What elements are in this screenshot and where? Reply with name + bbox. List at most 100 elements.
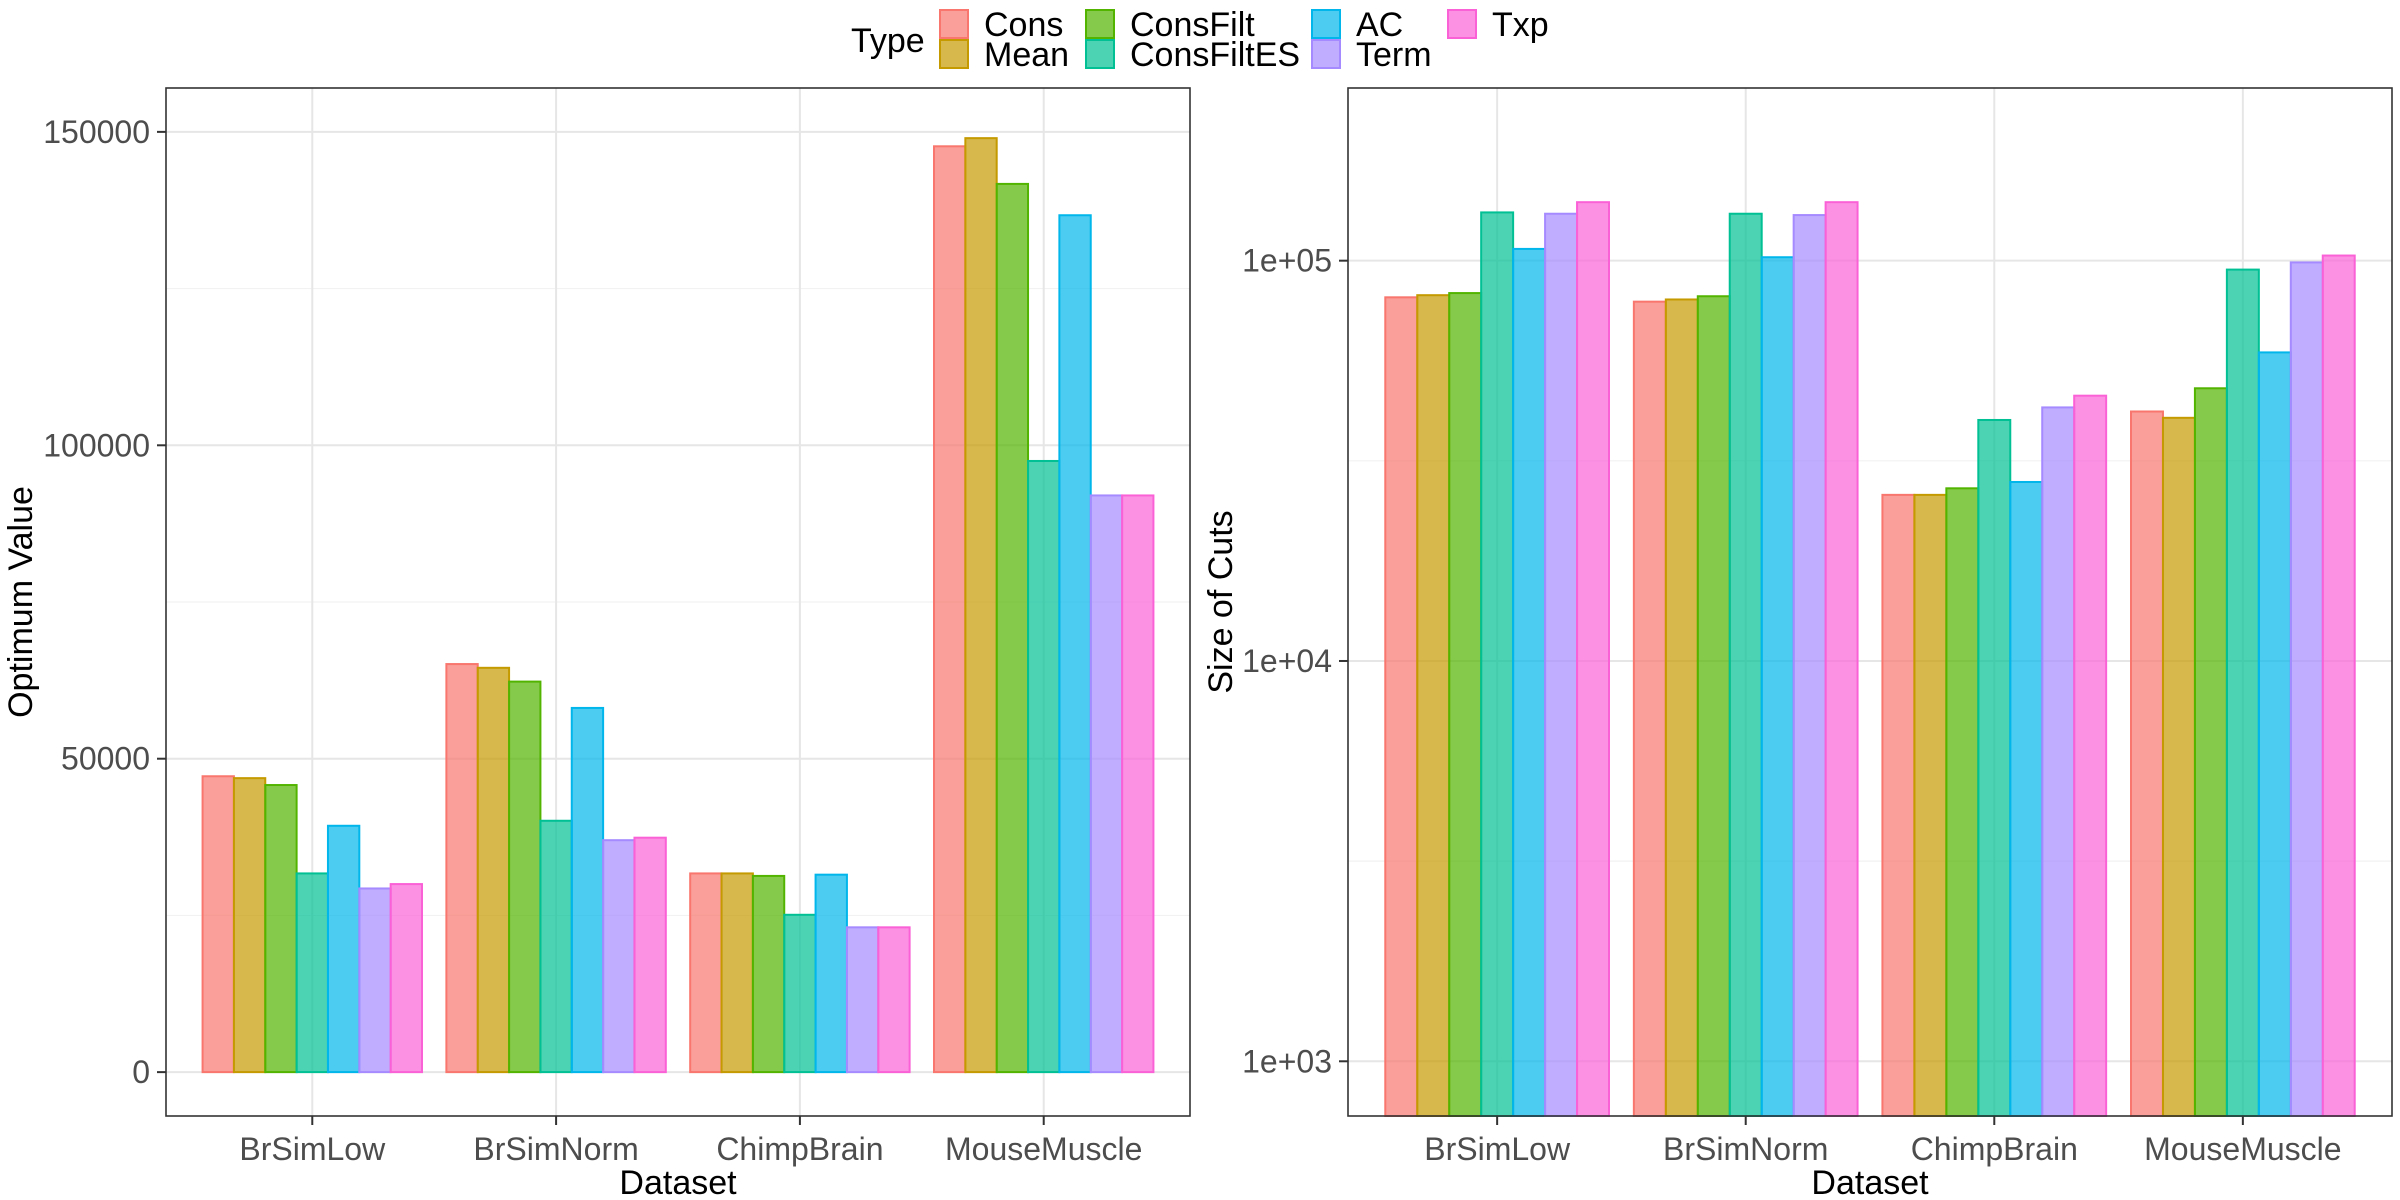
p1-bar-chimpbrain-consfilt	[751, 874, 786, 1074]
p1-y-tick-label: 150000	[43, 114, 150, 150]
legend-item-term: Term	[1311, 36, 1432, 74]
p2-bar-brsimlow-ac	[1512, 247, 1547, 1117]
p1-bar-brsimnorm-consfiltes	[539, 819, 573, 1074]
legend-key-mean	[939, 39, 969, 69]
p2-y-axis-title: Size of Cuts	[1202, 510, 1240, 693]
legend-item-consfiltes: ConsFiltES	[1085, 36, 1300, 74]
p1-bar-mousemuscle-term	[1089, 494, 1124, 1074]
p2-bar-mousemuscle-consfiltes	[2225, 268, 2260, 1117]
p1-bar-brsimnorm-mean	[476, 666, 511, 1074]
p2-panel-border	[1347, 87, 2393, 1117]
legend-key-cons	[939, 9, 969, 39]
p2-bar-brsimnorm-mean	[1664, 298, 1699, 1117]
p2-bar-chimpbrain-ac	[2009, 480, 2044, 1118]
p1-y-tick-label: 100000	[43, 427, 150, 463]
p2-bar-brsimlow-cons	[1384, 296, 1419, 1118]
size-of-cuts-chart: 1e+03 1e+04 1e+05 BrSimLow BrSimNorm ChimpBra…	[1202, 87, 2393, 1200]
legend-item-txp: Txp	[1447, 6, 1549, 44]
legend-key-consfiltes	[1085, 39, 1115, 69]
p2-bar-mousemuscle-ac	[2257, 351, 2292, 1117]
p1-x-tick-label-brsimnorm: BrSimNorm	[473, 1131, 638, 1167]
p2-bar-brsimlow-mean	[1416, 294, 1451, 1117]
p2-bar-brsimlow-txp	[1576, 201, 1610, 1117]
p1-bar-brsimlow-txp	[389, 883, 424, 1074]
legend-key-ac	[1311, 9, 1341, 39]
p2-bar-brsimlow-consfilt	[1448, 292, 1483, 1117]
p2-bars	[1384, 201, 2356, 1118]
p1-y-tick-label: 0	[132, 1054, 150, 1090]
p2-bar-brsimlow-term	[1544, 212, 1579, 1117]
p2-y-tick-label: 1e+03	[1242, 1043, 1332, 1079]
p1-bar-brsimnorm-cons	[445, 663, 479, 1074]
p1-panel-border	[165, 87, 1191, 1117]
p1-bar-brsimlow-consfiltes	[295, 872, 329, 1074]
p2-bar-mousemuscle-term	[2289, 261, 2324, 1117]
optimum-value-chart: 0 50000 100000 150000 BrSimLow BrSimNorm Chimp…	[2, 87, 1191, 1200]
p1-x-axis: BrSimLow BrSimNorm ChimpBrain MouseMuscle	[239, 1116, 1142, 1167]
p2-bar-chimpbrain-consfilt	[1945, 487, 1980, 1117]
p2-bar-brsimnorm-txp	[1824, 201, 1859, 1117]
p1-bar-brsimnorm-txp	[633, 836, 667, 1074]
p2-x-axis-title: Dataset	[1811, 1164, 1929, 1200]
legend-label-consfilt: ConsFilt	[1130, 6, 1255, 44]
p2-x-tick-label-brsimlow: BrSimLow	[1424, 1131, 1571, 1167]
p1-bar-mousemuscle-mean	[964, 137, 998, 1074]
p1-bars	[201, 137, 1155, 1074]
p2-x-axis: BrSimLow BrSimNorm ChimpBrain MouseMuscle	[1424, 1116, 2342, 1167]
p2-bar-chimpbrain-cons	[1881, 493, 1916, 1117]
p1-y-tick-label: 50000	[61, 741, 150, 777]
p1-bar-mousemuscle-txp	[1121, 494, 1155, 1074]
legend-label-mean: Mean	[984, 36, 1069, 74]
p1-bar-chimpbrain-txp	[877, 926, 911, 1074]
p1-x-tick-label-mousemuscle: MouseMuscle	[945, 1131, 1142, 1167]
p1-bar-brsimlow-consfilt	[264, 784, 298, 1074]
legend-item-consfilt: ConsFilt	[1085, 6, 1255, 44]
p1-bar-brsimnorm-ac	[570, 706, 605, 1074]
legend-key-consfilt	[1085, 9, 1115, 39]
p2-y-tick-label: 1e+04	[1242, 643, 1332, 679]
p2-bar-mousemuscle-consfilt	[2193, 387, 2228, 1118]
p2-bar-brsimnorm-ac	[1760, 256, 1795, 1117]
p2-bar-chimpbrain-consfiltes	[1977, 418, 2012, 1118]
p1-y-axis-title: Optimum Value	[2, 486, 40, 718]
p2-bar-mousemuscle-txp	[2321, 254, 2356, 1117]
legend-item-ac: AC	[1311, 6, 1403, 44]
legend-item-cons: Cons	[939, 6, 1063, 44]
p2-bar-mousemuscle-cons	[2130, 410, 2164, 1117]
p1-bar-chimpbrain-ac	[814, 873, 848, 1074]
legend-label-txp: Txp	[1492, 6, 1549, 44]
p2-bar-brsimnorm-consfilt	[1696, 295, 1731, 1117]
p1-bar-mousemuscle-consfiltes	[1027, 459, 1061, 1074]
p1-bar-brsimlow-cons	[201, 775, 235, 1074]
p2-bar-brsimnorm-term	[1792, 214, 1827, 1118]
p2-bar-chimpbrain-txp	[2073, 394, 2108, 1117]
p1-bar-brsimlow-ac	[326, 824, 361, 1074]
p2-bar-chimpbrain-mean	[1913, 493, 1948, 1117]
p1-x-tick-label-chimpbrain: ChimpBrain	[716, 1131, 883, 1167]
p2-y-axis: 1e+03 1e+04 1e+05	[1242, 243, 1348, 1079]
p1-x-axis-title: Dataset	[619, 1164, 737, 1200]
p2-bar-brsimnorm-cons	[1632, 300, 1667, 1117]
legend-key-term	[1311, 39, 1341, 69]
p2-x-tick-label-mousemuscle: MouseMuscle	[2144, 1131, 2341, 1167]
legend-label-cons: Cons	[984, 6, 1063, 44]
p2-y-tick-label: 1e+05	[1242, 243, 1332, 279]
legend-key-txp	[1447, 9, 1477, 39]
p2-bar-brsimlow-consfiltes	[1480, 211, 1515, 1117]
p1-y-axis: 0 50000 100000 150000	[43, 114, 166, 1090]
legend-title: Type	[851, 22, 925, 60]
p2-bar-mousemuscle-mean	[2161, 416, 2196, 1117]
p1-bar-chimpbrain-consfiltes	[783, 913, 817, 1074]
p1-bar-mousemuscle-cons	[933, 145, 967, 1074]
p1-bar-chimpbrain-cons	[689, 872, 723, 1074]
legend-label-ac: AC	[1356, 6, 1403, 44]
p1-bar-chimpbrain-mean	[720, 872, 754, 1074]
p1-bar-mousemuscle-consfilt	[995, 182, 1030, 1074]
p1-bar-brsimlow-mean	[232, 777, 267, 1074]
legend-label-consfiltes: ConsFiltES	[1130, 36, 1300, 74]
p2-bar-brsimnorm-consfiltes	[1728, 212, 1763, 1117]
p2-x-tick-label-brsimnorm: BrSimNorm	[1663, 1131, 1828, 1167]
